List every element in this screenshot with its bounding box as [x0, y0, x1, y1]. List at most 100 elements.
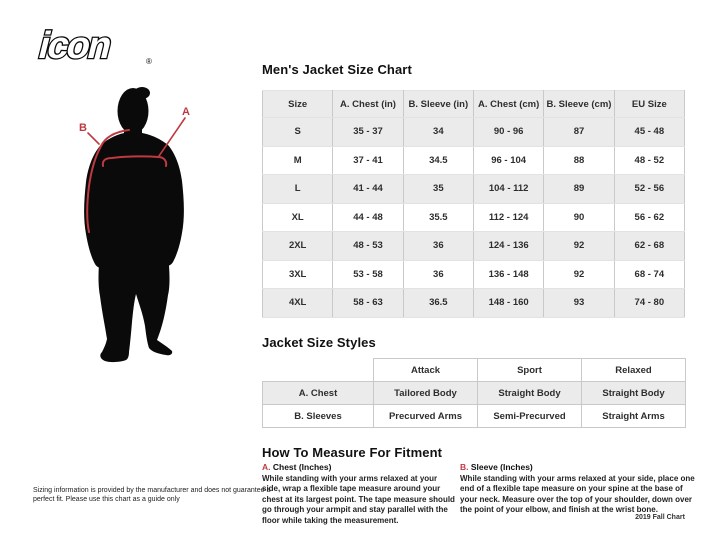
figure-label-b: B [79, 122, 87, 134]
chest-in-cell: 41 - 44 [332, 174, 404, 204]
icon-logo: icon ® [30, 20, 170, 70]
styles-table-title: Jacket Size Styles [262, 335, 376, 350]
sleeve-in-cell: 35.5 [402, 202, 474, 232]
style-cell: Straight Body [477, 381, 582, 405]
measurement-figure: A B [79, 87, 190, 363]
chest-in-cell: 37 - 41 [332, 145, 404, 175]
measurement-lines [86, 117, 186, 233]
col-eu-size: EU Size [613, 90, 686, 118]
chest-in-cell: 44 - 48 [332, 202, 404, 232]
col-sport: Sport [477, 358, 582, 382]
style-cell: Precurved Arms [373, 404, 478, 428]
style-cell: Straight Arms [581, 404, 686, 428]
chest-cm-cell: 148 - 160 [472, 288, 545, 318]
howto-chest-heading-text: Chest (Inches) [272, 462, 332, 472]
sleeve-cm-cell: 89 [543, 174, 615, 204]
chest-in-cell: 53 - 58 [332, 259, 404, 289]
table-row: B. Sleeves Precurved Arms Semi-Precurved… [262, 404, 686, 428]
howto-chest-section: A. Chest (Inches) While standing with yo… [262, 462, 457, 526]
chest-measure-line [101, 155, 168, 167]
size-cell: L [261, 174, 334, 204]
col-sleeve-in: B. Sleeve (in) [402, 90, 474, 118]
chest-cm-cell: 124 - 136 [472, 231, 545, 261]
label-b-leader [87, 132, 100, 145]
col-chest-cm: A. Chest (cm) [472, 90, 545, 118]
style-row-label: B. Sleeves [262, 404, 374, 428]
table-row: S 35 - 37 34 90 - 96 87 45 - 48 [261, 117, 686, 147]
col-sleeve-cm: B. Sleeve (cm) [543, 90, 615, 118]
jacket-styles-table: Attack Sport Relaxed A. Chest Tailored B… [262, 358, 686, 428]
chest-cm-cell: 136 - 148 [472, 259, 545, 289]
eu-size-cell: 62 - 68 [613, 231, 686, 261]
sleeve-in-cell: 36 [402, 231, 474, 261]
style-cell: Semi-Precurved [477, 404, 582, 428]
sleeve-cm-cell: 93 [543, 288, 615, 318]
sleeve-measure-line [86, 129, 130, 233]
col-chest-in: A. Chest (in) [332, 90, 404, 118]
size-cell: 3XL [261, 259, 334, 289]
style-cell: Tailored Body [373, 381, 478, 405]
eu-size-cell: 56 - 62 [613, 202, 686, 232]
col-attack: Attack [373, 358, 478, 382]
howto-sleeve-heading-text: Sleeve (Inches) [470, 462, 533, 472]
sleeve-in-cell: 34 [402, 117, 474, 147]
chest-cm-cell: 104 - 112 [472, 174, 545, 204]
sleeve-cm-cell: 87 [543, 117, 615, 147]
styles-header-row: Attack Sport Relaxed [263, 358, 686, 382]
howto-chest-letter: A. [262, 462, 271, 472]
howto-title: How To Measure For Fitment [262, 445, 443, 460]
sleeve-cm-cell: 92 [543, 231, 615, 261]
chest-cm-cell: 96 - 104 [472, 145, 545, 175]
col-relaxed: Relaxed [581, 358, 686, 382]
size-cell: XL [261, 202, 334, 232]
howto-chest-body: While standing with your arms relaxed at… [262, 474, 455, 525]
size-chart-table: Size A. Chest (in) B. Sleeve (in) A. Che… [261, 90, 686, 318]
howto-sleeve-body: While standing with your arms relaxed at… [460, 474, 695, 515]
col-size: Size [261, 90, 334, 118]
sleeve-cm-cell: 88 [543, 145, 615, 175]
table-row: L 41 - 44 35 104 - 112 89 52 - 56 [261, 174, 686, 204]
label-a-leader [158, 117, 186, 157]
howto-sleeve-heading: B. Sleeve (Inches) [460, 462, 695, 472]
chest-in-cell: 58 - 63 [332, 288, 404, 318]
chest-cm-cell: 112 - 124 [472, 202, 545, 232]
table-row: 2XL 48 - 53 36 124 - 136 92 62 - 68 [261, 231, 686, 261]
table-row: 3XL 53 - 58 36 136 - 148 92 68 - 74 [261, 259, 686, 289]
table-row: A. Chest Tailored Body Straight Body Str… [262, 381, 686, 405]
style-row-label: A. Chest [262, 381, 374, 405]
eu-size-cell: 45 - 48 [613, 117, 686, 147]
eu-size-cell: 48 - 52 [613, 145, 686, 175]
size-chart-header-row: Size A. Chest (in) B. Sleeve (in) A. Che… [261, 90, 686, 118]
sleeve-in-cell: 36.5 [402, 288, 474, 318]
chest-in-cell: 35 - 37 [332, 117, 404, 147]
eu-size-cell: 74 - 80 [613, 288, 686, 318]
sleeve-cm-cell: 92 [543, 259, 615, 289]
chest-in-cell: 48 - 53 [332, 231, 404, 261]
size-chart-title: Men's Jacket Size Chart [262, 62, 412, 77]
sleeve-in-cell: 35 [402, 174, 474, 204]
figure-label-a: A [182, 106, 190, 118]
style-cell: Straight Body [581, 381, 686, 405]
sleeve-in-cell: 36 [402, 259, 474, 289]
size-cell: S [261, 117, 334, 147]
howto-sleeve-section: B. Sleeve (Inches) While standing with y… [460, 462, 695, 516]
table-row: 4XL 58 - 63 36.5 148 - 160 93 74 - 80 [261, 288, 686, 318]
eu-size-cell: 52 - 56 [613, 174, 686, 204]
chest-cm-cell: 90 - 96 [472, 117, 545, 147]
howto-chest-heading: A. Chest (Inches) [262, 462, 457, 472]
icon-logo-text: icon [34, 25, 115, 67]
male-silhouette [84, 87, 184, 363]
chart-version-label: 2019 Fall Chart [635, 514, 685, 521]
size-cell: M [261, 145, 334, 175]
size-cell: 2XL [261, 231, 334, 261]
registered-mark: ® [146, 57, 152, 66]
eu-size-cell: 68 - 74 [613, 259, 686, 289]
size-cell: 4XL [261, 288, 334, 318]
icon-logo-svg: icon ® [33, 23, 152, 68]
sizing-disclaimer: Sizing information is provided by the ma… [33, 487, 271, 504]
sleeve-in-cell: 34.5 [402, 145, 474, 175]
table-row: M 37 - 41 34.5 96 - 104 88 48 - 52 [261, 145, 686, 175]
howto-sleeve-letter: B. [460, 462, 469, 472]
blank-corner-cell [263, 359, 374, 382]
